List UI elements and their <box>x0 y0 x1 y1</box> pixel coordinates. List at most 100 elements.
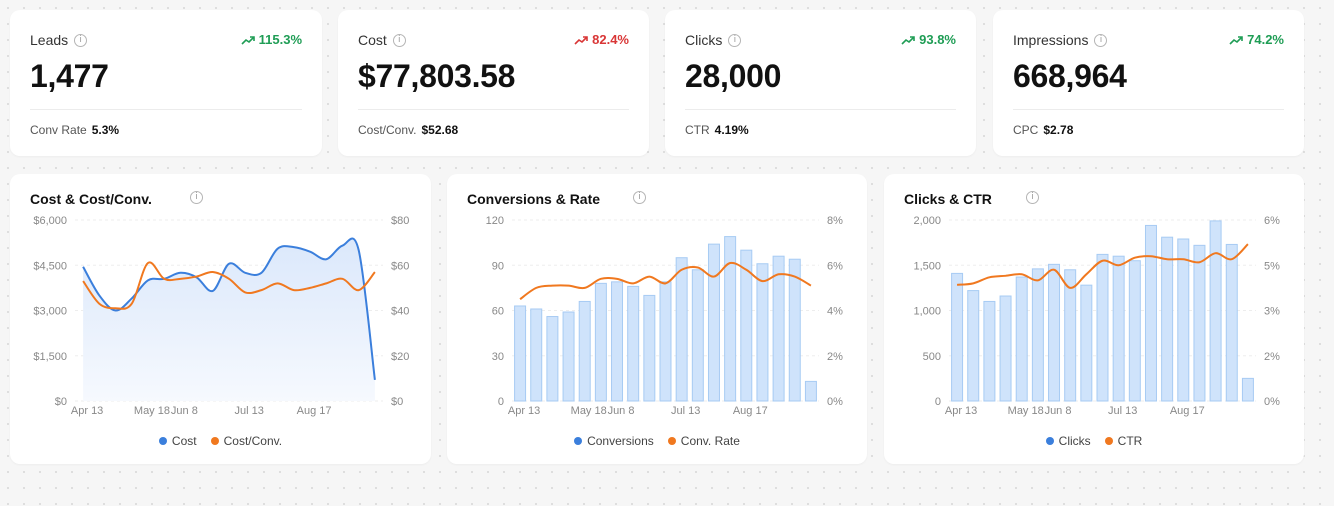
bar <box>1193 244 1206 402</box>
legend-dot <box>1045 437 1054 445</box>
trend-up-icon <box>901 35 915 45</box>
legend-dot <box>667 437 676 445</box>
trend-up-icon <box>241 35 255 45</box>
chart-title: Cost & Cost/Conv. <box>30 191 152 207</box>
bar <box>546 316 559 402</box>
info-icon[interactable]: i <box>1094 33 1108 47</box>
bar <box>1096 253 1109 402</box>
x-tick: Jun 8 <box>1045 405 1072 417</box>
x-tick: Apr 13 <box>71 405 103 417</box>
y-tick-right: 0% <box>827 396 843 408</box>
bar <box>1241 377 1254 402</box>
y-tick-left: $1,500 <box>33 351 67 363</box>
y-tick-right: 3% <box>1264 306 1280 318</box>
divider <box>685 109 956 110</box>
kpi-change: 115.3% <box>241 32 302 47</box>
chart-card-clicks: Clicks & CTR i 0 500 1,000 1,500 2,000 0% 2% 3%… <box>884 174 1304 464</box>
legend-item[interactable]: Conv. Rate <box>667 434 740 448</box>
y-tick-right: 6% <box>1264 215 1280 227</box>
y-tick-right: $40 <box>391 306 409 318</box>
chart-title: Clicks & CTR <box>904 191 992 207</box>
kpi-value: 668,964 <box>1013 58 1127 94</box>
bar <box>1177 238 1190 402</box>
kpi-card-cost: Cost i 82.4% $77,803.58 Cost/Conv. $52.68 <box>338 10 649 156</box>
legend-dot <box>158 437 167 445</box>
bar <box>1209 220 1222 402</box>
info-icon[interactable]: i <box>633 191 646 204</box>
rate-line <box>956 243 1249 289</box>
y-tick-left: 30 <box>492 351 504 363</box>
y-tick-right: 5% <box>1264 260 1280 272</box>
kpi-label: Clicks i <box>685 32 742 48</box>
legend-item[interactable]: Cost/Conv. <box>210 434 282 448</box>
bar <box>1031 268 1044 402</box>
x-tick: Aug 17 <box>733 405 768 417</box>
info-icon[interactable]: i <box>74 33 88 47</box>
rate-line <box>82 261 376 310</box>
bar <box>1064 269 1077 402</box>
bar <box>675 257 688 402</box>
kpi-change: 93.8% <box>901 32 956 47</box>
kpi-value: 1,477 <box>30 58 109 94</box>
conversions-chart[interactable]: 0 30 60 90 120 0% 2% 4% 6% 8% Apr 13 May 18 Jun 8 Jul… <box>447 174 867 429</box>
x-tick: May 18 <box>1008 405 1044 417</box>
divider <box>358 109 629 110</box>
legend-item[interactable]: Conversions <box>574 434 654 448</box>
info-icon[interactable]: i <box>1026 191 1039 204</box>
bar <box>983 300 996 402</box>
bar <box>578 300 591 402</box>
bar <box>643 294 656 402</box>
x-tick: Aug 17 <box>297 405 332 417</box>
bar <box>562 311 575 402</box>
y-tick-left: 0 <box>935 396 941 408</box>
clicks-chart[interactable]: 0 500 1,000 1,500 2,000 0% 2% 3% 5% 6% Apr 13 May 1… <box>884 174 1304 429</box>
rate-line <box>519 261 812 301</box>
cost-chart[interactable]: $0 $1,500 $3,000 $4,500 $6,000 $0 $20 $40 $60 $80… <box>10 174 431 429</box>
kpi-sub: Cost/Conv. $52.68 <box>358 123 459 137</box>
info-icon[interactable]: i <box>728 33 742 47</box>
kpi-value: 28,000 <box>685 58 782 94</box>
kpi-label: Leads i <box>30 32 88 48</box>
bar <box>1080 284 1093 402</box>
legend-item[interactable]: Cost <box>158 434 197 448</box>
x-tick: Jul 13 <box>235 405 264 417</box>
cost-line <box>82 237 376 381</box>
x-tick: Jun 8 <box>608 405 635 417</box>
kpi-card-impressions: Impressions i 74.2% 668,964 CPC $2.78 <box>993 10 1304 156</box>
y-tick-left: 0 <box>498 396 504 408</box>
y-tick-left: $6,000 <box>33 215 67 227</box>
bar <box>724 236 737 402</box>
bar <box>514 305 527 402</box>
kpi-value: $77,803.58 <box>358 58 516 94</box>
bar <box>740 249 753 402</box>
y-tick-right: 4% <box>827 306 843 318</box>
bar <box>967 290 980 402</box>
y-tick-right: 2% <box>1264 351 1280 363</box>
legend-dot <box>1104 437 1113 445</box>
bar <box>999 295 1012 402</box>
y-tick-left: 120 <box>486 215 504 227</box>
chart-legend: Cost Cost/Conv. <box>10 434 431 448</box>
bar <box>756 263 769 402</box>
bar <box>772 255 785 402</box>
kpi-label: Impressions i <box>1013 32 1108 48</box>
divider <box>1013 109 1284 110</box>
bar <box>1225 243 1238 402</box>
info-icon[interactable]: i <box>190 191 203 204</box>
legend-item[interactable]: CTR <box>1104 434 1142 448</box>
bar <box>691 269 704 402</box>
info-icon[interactable]: i <box>392 33 406 47</box>
y-tick-left: 500 <box>923 351 941 363</box>
bar <box>611 281 624 402</box>
x-tick: Aug 17 <box>1170 405 1205 417</box>
y-tick-right: 6% <box>827 260 843 272</box>
bar <box>804 380 817 402</box>
y-tick-right: $60 <box>391 260 409 272</box>
legend-item[interactable]: Clicks <box>1045 434 1091 448</box>
kpi-change: 74.2% <box>1229 32 1284 47</box>
y-tick-left: $4,500 <box>33 260 67 272</box>
chart-legend: Clicks CTR <box>884 434 1304 448</box>
legend-dot <box>210 437 219 445</box>
legend-dot <box>574 437 583 445</box>
y-tick-right: $20 <box>391 351 409 363</box>
